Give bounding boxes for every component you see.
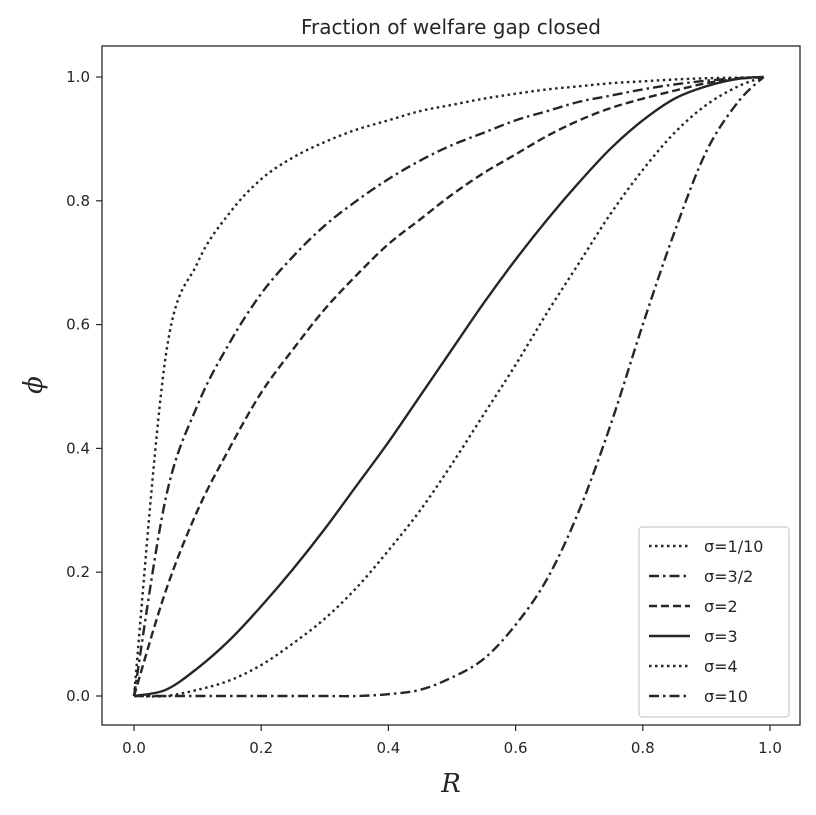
y-tick-label: 0.2 [66,563,90,581]
series-line-1 [132,75,764,697]
series-line-5 [134,76,765,698]
y-tick-label: 0.4 [66,439,90,457]
legend-label: σ=4 [704,657,738,676]
chart-title: Fraction of welfare gap closed [301,15,601,39]
x-tick-label: 0.0 [122,739,146,757]
x-tick-label: 0.2 [249,739,273,757]
legend-label: σ=1/10 [704,537,763,556]
x-tick-label: 0.4 [376,739,400,757]
x-tick-label: 1.0 [758,739,782,757]
y-axis-label: ϕ [19,376,49,394]
y-tick-label: 0.8 [66,192,90,210]
legend-box [638,526,790,718]
x-axis-label: R [440,769,461,799]
y-tick-label: 0.6 [66,316,90,334]
legend: σ=1/10 σ=3/2 σ=2 σ=3 σ=4 σ=10 [638,526,790,718]
x-axis: 0.0 0.2 0.4 0.6 0.8 1.0 [122,725,782,757]
x-tick-label: 0.8 [631,739,655,757]
series-line-2 [132,75,764,697]
y-tick-label: 0.0 [66,687,90,705]
legend-label: σ=2 [704,597,738,616]
x-tick-label: 0.6 [504,739,528,757]
legend-label: σ=3 [704,627,738,646]
y-tick-label: 1.0 [66,68,90,86]
legend-label: σ=10 [704,687,748,706]
series-line-3 [133,75,764,698]
plot-frame [101,45,801,726]
y-axis: 0.0 0.2 0.4 0.6 0.8 1.0 [66,68,102,705]
series-line-4 [133,75,765,698]
legend-label: σ=3/2 [704,567,753,586]
series-group [132,75,765,698]
